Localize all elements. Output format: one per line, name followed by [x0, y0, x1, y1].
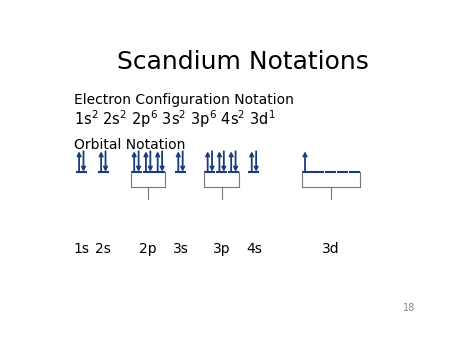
Text: 18: 18 — [403, 303, 416, 313]
Text: 2p: 2p — [139, 242, 157, 256]
Text: Orbital Notation: Orbital Notation — [74, 138, 185, 152]
Text: 1s: 1s — [73, 242, 89, 256]
Text: 2s: 2s — [95, 242, 111, 256]
Text: 4s: 4s — [246, 242, 262, 256]
Text: 1s$^2$ 2s$^2$ 2p$^6$ 3s$^2$ 3p$^6$ 4s$^2$ 3d$^1$: 1s$^2$ 2s$^2$ 2p$^6$ 3s$^2$ 3p$^6$ 4s$^2… — [74, 108, 276, 130]
Text: 3d: 3d — [322, 242, 339, 256]
Text: 3s: 3s — [173, 242, 188, 256]
Text: 3p: 3p — [213, 242, 230, 256]
Text: Scandium Notations: Scandium Notations — [117, 50, 369, 74]
Text: Electron Configuration Notation: Electron Configuration Notation — [74, 93, 294, 107]
